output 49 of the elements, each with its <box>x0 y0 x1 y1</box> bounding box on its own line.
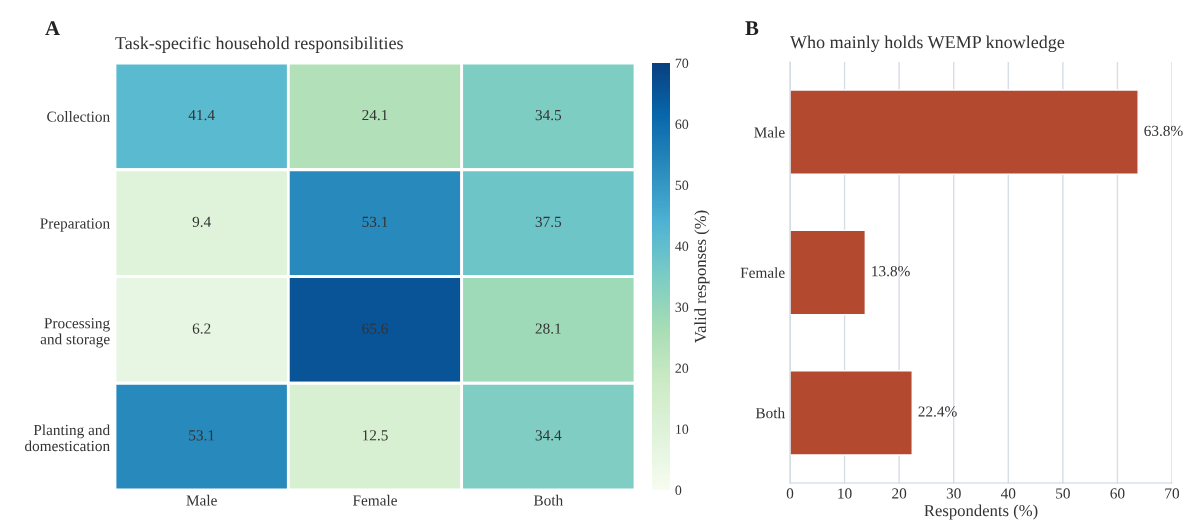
color-bar-title: Valid responses (%) <box>694 210 710 343</box>
x-tick-label: 20 <box>892 488 907 499</box>
y-tick-label: Processing and storage <box>40 318 110 348</box>
color-bar-label: 50 <box>675 180 689 190</box>
y-tick-label: Preparation <box>40 218 110 232</box>
bar <box>790 370 913 456</box>
color-bar-label: 30 <box>675 302 689 312</box>
data-label: 53.1 <box>189 430 215 441</box>
x-tick-label: Both <box>533 494 563 506</box>
y-tick-label: Female <box>740 267 785 278</box>
color-bar-label: 60 <box>675 119 689 129</box>
data-label: 12.5 <box>362 430 388 441</box>
data-label: 34.5 <box>535 109 562 121</box>
y-tick-label: Collection <box>47 111 110 122</box>
color-bar-label: 20 <box>675 363 689 373</box>
bar <box>790 89 1139 175</box>
chart-title: Who mainly holds WEMP knowledge <box>790 35 1065 53</box>
x-tick-label: 70 <box>1165 488 1180 499</box>
data-label: 13.8% <box>872 266 910 277</box>
x-tick-label: 60 <box>1110 488 1125 499</box>
y-tick-label: Planting and domestication <box>24 424 110 452</box>
chart-title: Task-specific household responsibilities <box>115 36 403 53</box>
data-label: 9.4 <box>192 216 211 228</box>
y-tick-label: Male <box>754 126 785 138</box>
x-axis-title: Respondents (%) <box>924 504 1038 520</box>
y-tick-label: Both <box>755 407 785 419</box>
color-bar-label: 10 <box>676 424 689 434</box>
x-tick-label: 50 <box>1056 488 1070 499</box>
text: A <box>45 21 60 36</box>
data-label: 28.1 <box>535 323 561 334</box>
color-bar-label: 70 <box>675 58 689 68</box>
x-tick-label: 10 <box>838 488 852 499</box>
x-tick-label: Female <box>352 494 397 506</box>
x-tick-label: 30 <box>946 488 961 499</box>
x-tick-label: 40 <box>1000 488 1016 499</box>
data-label: 24.1 <box>362 109 388 121</box>
data-label: 34.4 <box>535 430 562 441</box>
text: B <box>745 21 759 36</box>
x-tick-label: Male <box>186 494 217 506</box>
data-label: 53.1 <box>362 216 388 228</box>
bar <box>790 229 867 316</box>
data-label: 41.4 <box>188 109 215 121</box>
data-label: 6.2 <box>192 323 211 334</box>
data-label: 63.8% <box>1144 125 1183 137</box>
x-tick-label: 0 <box>786 488 794 499</box>
color-bar-label: 40 <box>675 241 689 251</box>
data-label: 37.5 <box>535 216 562 228</box>
data-label: 22.4% <box>918 406 957 417</box>
data-label: 65.6 <box>362 323 388 334</box>
